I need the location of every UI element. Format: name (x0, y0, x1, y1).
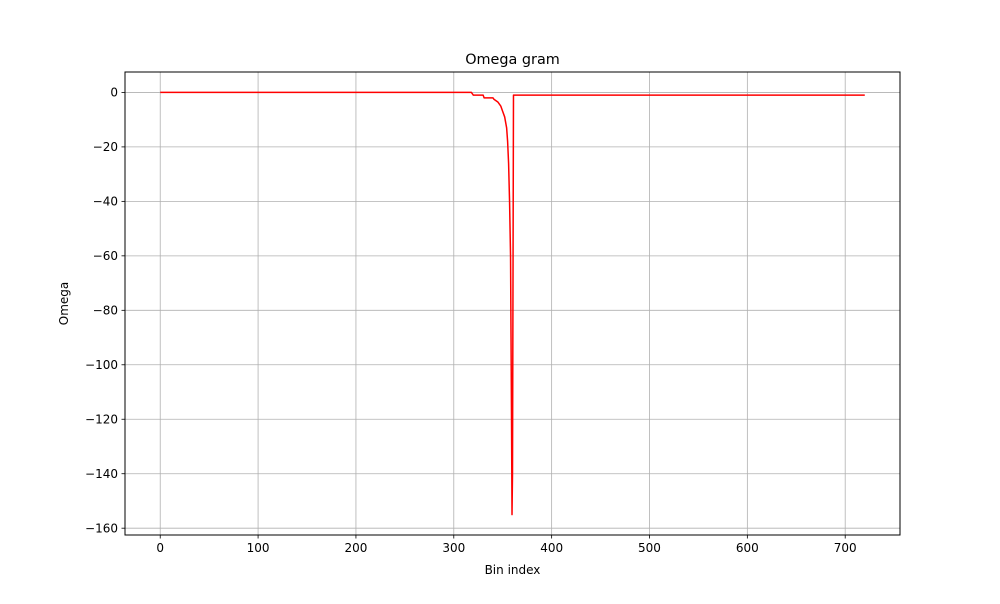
x-tick-label: 700 (834, 541, 857, 555)
x-tick-label: 400 (540, 541, 563, 555)
x-tick-label: 500 (638, 541, 661, 555)
y-tick-label: −140 (85, 467, 118, 481)
y-tick-label: −100 (85, 358, 118, 372)
x-tick-label: 600 (736, 541, 759, 555)
series-layer (160, 91, 865, 516)
y-axis-label: Omega (57, 282, 71, 326)
x-tick-label: 300 (442, 541, 465, 555)
ticks: 0 100 200 300 400 500 600 700 0 −20 −40 −60 −80 −100 −… (85, 86, 857, 555)
y-tick-label: −160 (85, 521, 118, 535)
y-tick-label: −40 (93, 195, 118, 209)
y-tick-label: 0 (110, 86, 118, 100)
y-tick-label: −20 (93, 140, 118, 154)
x-axis-label: Bin index (485, 563, 541, 577)
x-tick-label: 100 (247, 541, 270, 555)
x-tick-label: 0 (156, 541, 164, 555)
y-tick-label: −60 (93, 249, 118, 263)
x-tick-label: 200 (344, 541, 367, 555)
chart-title: Omega gram (465, 52, 560, 68)
y-tick-label: −80 (93, 304, 118, 318)
omega-series-line (160, 91, 865, 516)
plot-frame (124, 71, 901, 536)
y-tick-label: −120 (85, 413, 118, 427)
